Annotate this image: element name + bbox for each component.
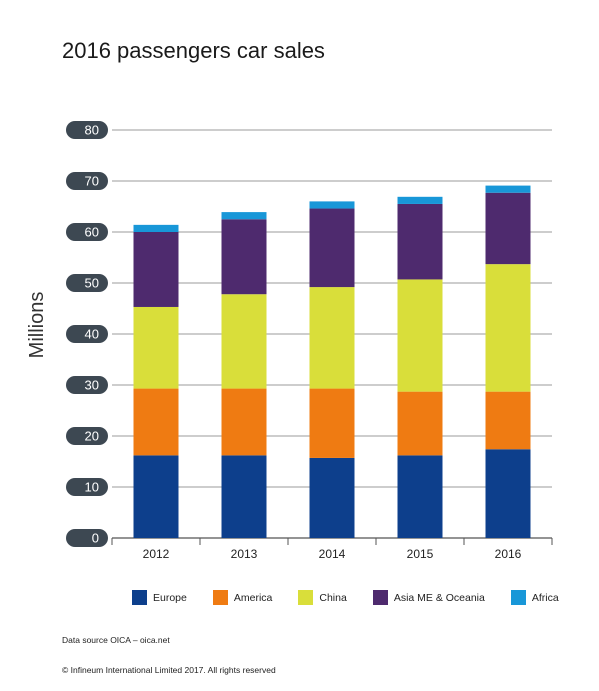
bar-europe-2016	[485, 449, 531, 538]
y-tick-label-70: 70	[85, 174, 99, 189]
y-tick-pill-30	[66, 376, 108, 394]
bar-america-2015	[397, 391, 443, 456]
bar-america-2013	[221, 388, 267, 456]
bar-africa-2013	[221, 212, 267, 220]
bar-china-2013	[221, 294, 267, 389]
y-tick-label-40: 40	[85, 327, 99, 342]
bar-asia-me-oceania-2015	[397, 203, 443, 280]
bar-europe-2012	[133, 455, 179, 538]
bar-africa-2012	[133, 224, 179, 232]
legend-item-asia-me-oceania: Asia ME & Oceania	[372, 590, 485, 605]
bar-china-2014	[309, 287, 355, 389]
copyright-note: © Infineum International Limited 2017. A…	[62, 665, 276, 675]
y-tick-label-60: 60	[85, 225, 99, 240]
y-tick-pill-60	[66, 223, 108, 241]
legend-item-america: America	[212, 590, 273, 605]
bar-asia-me-oceania-2013	[221, 219, 267, 295]
bar-africa-2014	[309, 201, 355, 209]
legend-item-europe: Europe	[132, 590, 187, 605]
bar-asia-me-oceania-2012	[133, 232, 179, 307]
bar-africa-2015	[397, 196, 443, 204]
y-tick-pill-40	[66, 325, 108, 343]
legend-swatch-africa	[510, 590, 526, 605]
y-tick-label-20: 20	[85, 429, 99, 444]
y-tick-label-80: 80	[85, 123, 99, 138]
bar-china-2012	[133, 306, 179, 389]
y-tick-label-50: 50	[85, 276, 99, 291]
bar-africa-2016	[485, 185, 531, 193]
y-tick-label-30: 30	[85, 378, 99, 393]
legend-item-china: China	[298, 590, 347, 605]
bar-america-2012	[133, 388, 179, 456]
y-tick-pill-10	[66, 478, 108, 496]
bar-europe-2013	[221, 455, 267, 538]
y-tick-pill-0	[66, 529, 108, 547]
legend-swatch-europe	[132, 590, 147, 605]
legend-label-america: America	[233, 591, 273, 604]
bar-europe-2015	[397, 455, 443, 538]
legend-label-africa: Africa	[531, 591, 559, 604]
legend-item-africa: Africa	[510, 590, 559, 605]
legend-swatch-asia-me-oceania	[372, 590, 388, 605]
y-tick-pill-50	[66, 274, 108, 292]
y-tick-pill-80	[66, 121, 108, 139]
bar-china-2016	[485, 264, 531, 392]
bar-asia-me-oceania-2014	[309, 208, 355, 288]
bar-america-2016	[485, 391, 531, 450]
bar-asia-me-oceania-2016	[485, 192, 531, 265]
y-tick-pill-70	[66, 172, 108, 190]
legend-label-china: China	[319, 591, 347, 604]
y-tick-label-10: 10	[85, 480, 99, 495]
chart-title: 2016 passengers car sales	[62, 38, 325, 63]
legend-label-asia-me-oceania: Asia ME & Oceania	[393, 591, 485, 604]
bar-china-2015	[397, 279, 443, 392]
legend-swatch-america	[212, 590, 228, 605]
y-axis-label: Millions	[26, 291, 48, 359]
x-tick-label-2015: 2015	[407, 547, 434, 561]
x-tick-label-2012: 2012	[143, 547, 170, 561]
chart-legend: Europe America China Asia ME & Oceania A…	[132, 590, 585, 605]
bar-europe-2014	[309, 457, 355, 538]
x-tick-label-2016: 2016	[495, 547, 522, 561]
legend-swatch-china	[298, 590, 314, 605]
x-tick-label-2014: 2014	[319, 547, 346, 561]
y-tick-pill-20	[66, 427, 108, 445]
bar-america-2014	[309, 388, 355, 458]
data-source-note: Data source OICA – oica.net	[62, 635, 170, 645]
y-tick-label-0: 0	[92, 531, 99, 546]
legend-label-europe: Europe	[153, 591, 187, 604]
x-tick-label-2013: 2013	[231, 547, 258, 561]
